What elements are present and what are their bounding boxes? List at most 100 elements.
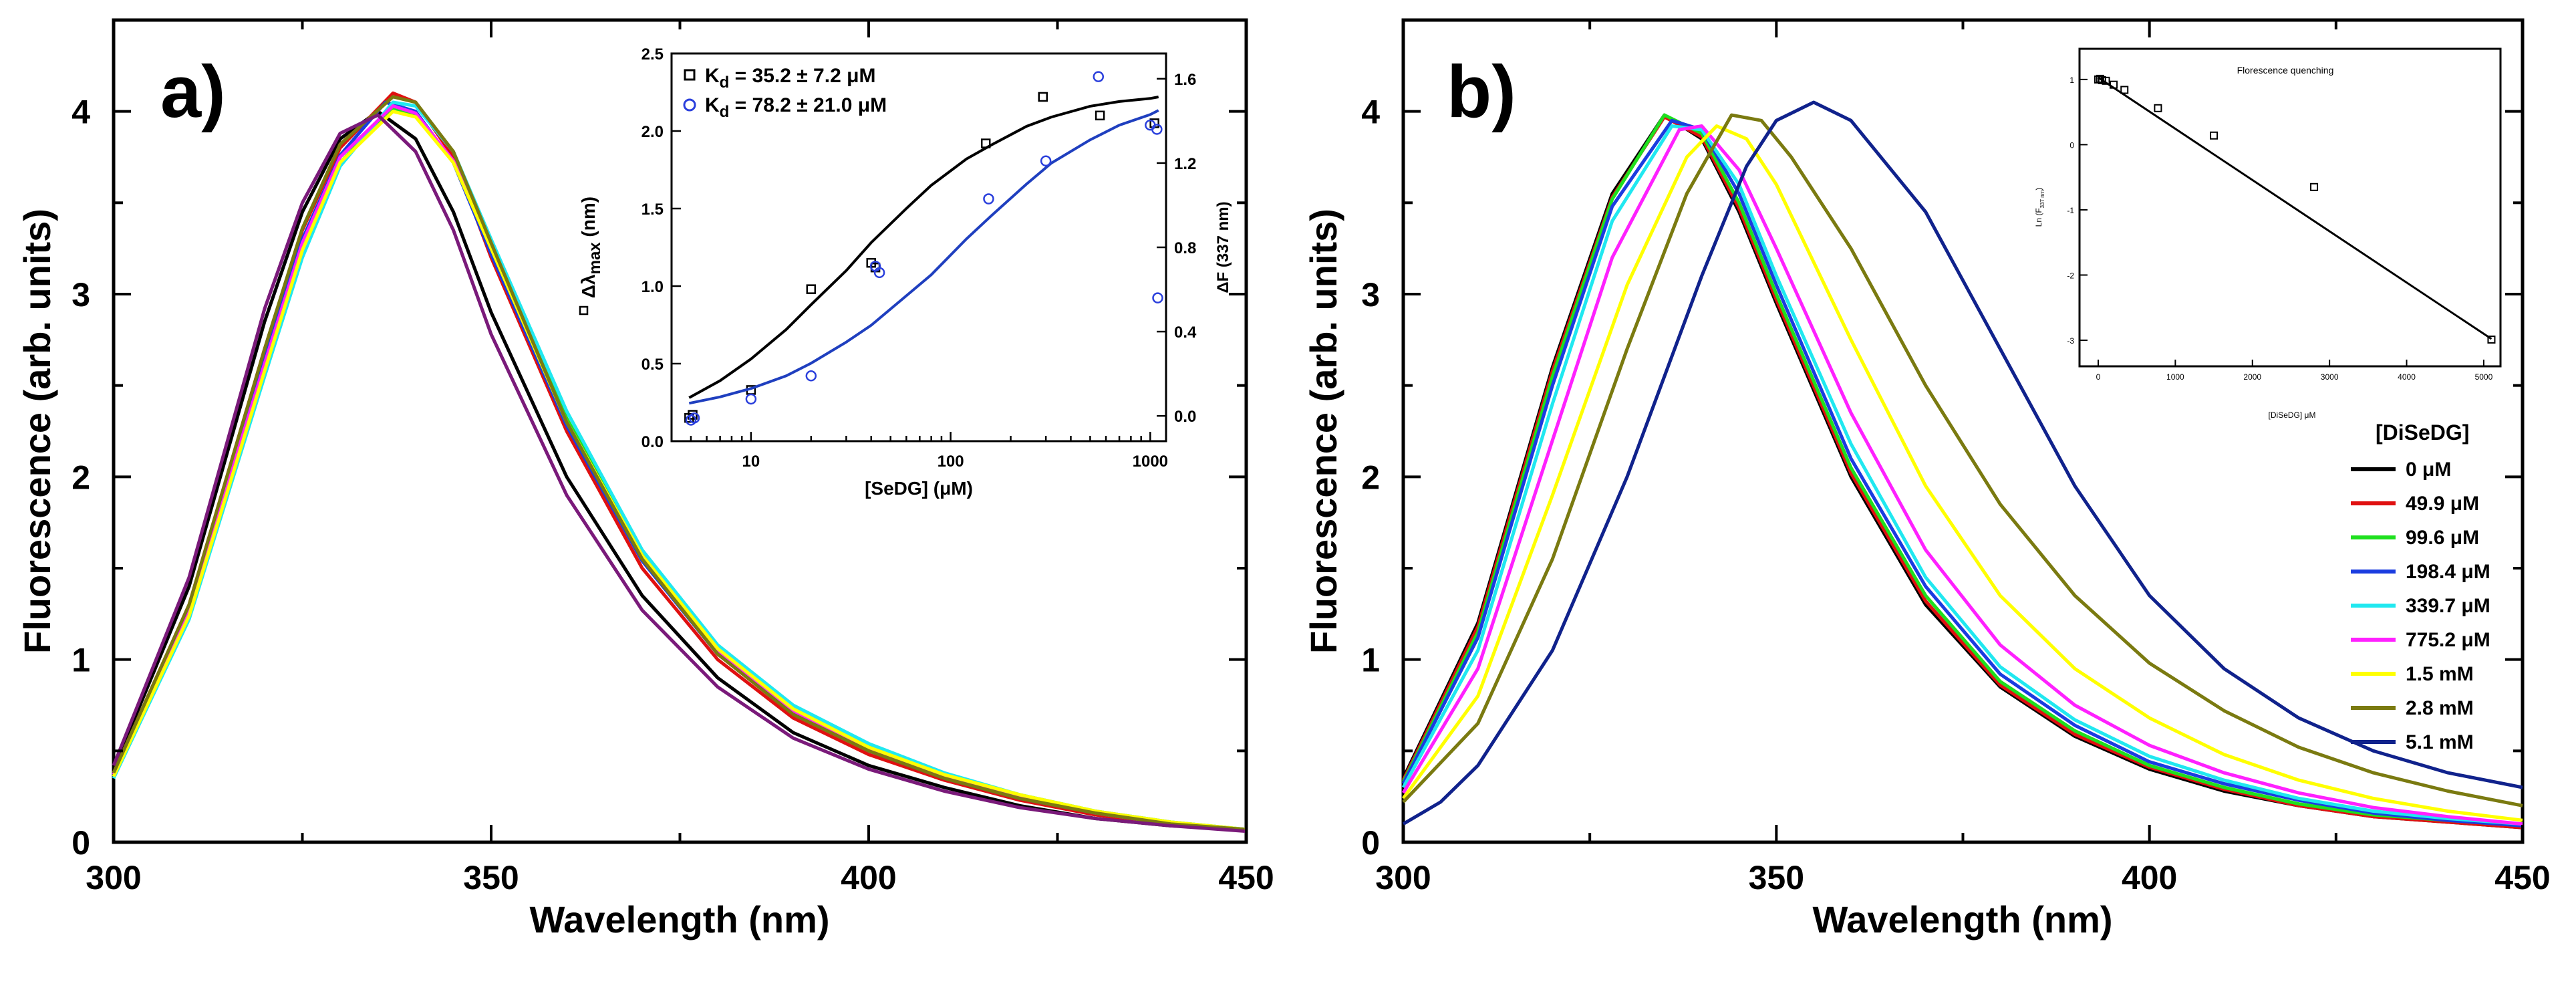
inset-a-y-left-tick-label: 0.0 xyxy=(641,433,664,451)
inset-b-point xyxy=(2096,74,2104,83)
inset-a-legend: Kd = 35.2 ± 7.2 μM Kd = 78.2 ± 21.0 μM xyxy=(683,65,887,121)
inset-a-point-circle xyxy=(1093,71,1105,82)
inset-b-y-label: Ln (F337 nm) xyxy=(2034,188,2045,227)
panel-a-curves xyxy=(112,91,1247,834)
inset-b-title: Florescence quenching xyxy=(2237,65,2334,76)
panel-b-label: b) xyxy=(1447,51,1516,133)
inset-a-y-left-label: Δλmax (nm) xyxy=(578,197,604,298)
panel-a-series-9 xyxy=(112,113,1247,834)
inset-b-fit-line xyxy=(2098,76,2492,340)
legend-entry-2-text: = 78.2 ± 21.0 μM xyxy=(729,94,887,116)
legend-label-1: 0 μM xyxy=(2406,459,2451,481)
inset-a-point-circle xyxy=(873,267,885,279)
panel-b-series-3 xyxy=(1401,113,2523,828)
panel-a-y-tick-label: 4 xyxy=(71,94,90,131)
legend-marker-square xyxy=(684,69,696,81)
inset-b-y-tick-label: -2 xyxy=(2067,271,2074,280)
inset-b-y-tick-label: 1 xyxy=(2069,76,2074,85)
panel-b-y-tick-label: 2 xyxy=(1361,459,1380,496)
panel-b-series-6 xyxy=(1401,124,2523,826)
panel-a-x-tick-label: 450 xyxy=(1218,859,1274,896)
legend-entry-1-sub: d xyxy=(720,74,730,92)
legend-label-5: 339.7 μM xyxy=(2406,595,2490,617)
panel-b-x-tick-label: 450 xyxy=(2494,859,2550,896)
inset-a-y-left-tick-label: 1.0 xyxy=(641,278,664,296)
legend-label-8: 2.8 mM xyxy=(2406,697,2474,719)
inset-a-y-left-tick-label: 0.5 xyxy=(641,356,664,374)
inset-a-point-square xyxy=(980,138,991,148)
panel-b: 300 350 400 450 0 1 2 3 4 b) Wavelength (nm) Fl… xyxy=(1302,18,2551,940)
panel-a-label: a) xyxy=(160,51,226,133)
inset-a-y-left-label-sub: max xyxy=(586,242,604,275)
inset-b-y-tick-label: -1 xyxy=(2067,206,2074,215)
inset-b-x-tick-label: 0 xyxy=(2096,372,2101,382)
legend-entry-1-prefix: K xyxy=(705,65,720,87)
inset-b-frame xyxy=(2078,47,2502,368)
inset-a-y-left-tick-label: 1.5 xyxy=(641,201,664,219)
inset-a-plot xyxy=(684,71,1163,426)
legend-label-7: 1.5 mM xyxy=(2406,663,2474,685)
inset-b-x-tick-label: 2000 xyxy=(2243,372,2261,382)
legend-title: [DiSeDG] xyxy=(2376,420,2469,445)
inset-b-x-tick-label: 5000 xyxy=(2475,372,2493,382)
panel-a-x-label: Wavelength (nm) xyxy=(529,898,829,940)
panel-b-x-tick-label: 350 xyxy=(1749,859,1804,896)
panel-a-y-tick-label: 0 xyxy=(71,824,90,862)
inset-a-y-left-label-unit: (nm) xyxy=(578,197,599,242)
inset-b-point xyxy=(2102,76,2110,85)
panel-b-x-ticks: 300 350 400 450 xyxy=(1375,20,2551,896)
panel-a-y-tick-label: 3 xyxy=(71,276,90,313)
panel-a-series-1 xyxy=(112,110,1247,832)
panel-a-x-tick-label: 300 xyxy=(86,859,141,896)
inset-b-point xyxy=(2487,336,2496,344)
panel-b-y-ticks: 0 1 2 3 4 xyxy=(1361,19,2523,862)
inset-a-y-left-ticks: 0.0 0.5 1.0 1.5 2.0 2.5 xyxy=(641,45,681,451)
legend-label-4: 198.4 μM xyxy=(2406,561,2490,583)
inset-b-y-label-main: Ln (F xyxy=(2034,208,2043,227)
inset-b-point xyxy=(2210,131,2219,140)
panel-a-y-tick-label: 1 xyxy=(71,642,90,679)
legend-label-3: 99.6 μM xyxy=(2406,527,2479,549)
inset-a-point-circle xyxy=(983,193,994,205)
inset-b-point xyxy=(2110,80,2118,89)
inset-a-x-label: [SeDG] (μM) xyxy=(865,478,973,499)
inset-a-y-right-tick-label: 0.4 xyxy=(1174,324,1197,342)
legend-items: 0 μM 49.9 μM 99.6 μM 198.4 μM 339.7 μM 775.2 … xyxy=(2351,459,2490,753)
inset-a-y-left-label-main: Δλ xyxy=(578,274,599,298)
panel-a-y-tick-label: 2 xyxy=(71,459,90,496)
legend-entry-2: Kd = 78.2 ± 21.0 μM xyxy=(705,94,887,121)
panel-b-inset: 0 1000 2000 3000 4000 5000 1 0 -1 -2 -3 Florescen… xyxy=(2034,47,2502,420)
panel-b-y-tick-label: 0 xyxy=(1361,824,1380,862)
panel-a-y-ticks: 0 1 2 3 4 xyxy=(71,19,1246,862)
inset-b-x-label: [DiSeDG] μM xyxy=(2269,410,2316,420)
panel-a-y-label: Fluorescence (arb. units) xyxy=(16,209,58,654)
inset-a-frame xyxy=(670,52,1167,443)
inset-a-x-tick-label: 1000 xyxy=(1133,453,1168,471)
panel-b-series-8 xyxy=(1402,113,2523,807)
inset-b-y-tick-label: 0 xyxy=(2069,140,2074,150)
legend-entry-1: Kd = 35.2 ± 7.2 μM xyxy=(705,65,875,92)
inset-a-point-circle xyxy=(688,412,700,424)
inset-a-y-left-tick-label: 2.5 xyxy=(641,45,664,64)
inset-b-y-label-end: ) xyxy=(2034,188,2043,191)
panel-a: 300 350 400 450 0 1 2 3 4 a) Wavelength (nm) Fl… xyxy=(16,18,1274,940)
panel-a-inset: 10 100 1000 0.0 0.5 1.0 1.5 2.0 2.5 0.0 0.4 0.8 1.… xyxy=(578,45,1232,499)
inset-b-y-ticks: 1 0 -1 -2 -3 xyxy=(2067,76,2088,346)
panel-b-x-tick-label: 400 xyxy=(2122,859,2177,896)
legend-entry-1-text: = 35.2 ± 7.2 μM xyxy=(729,65,875,87)
legend-entry-2-prefix: K xyxy=(705,94,720,116)
inset-a-point-circle xyxy=(745,393,757,405)
inset-b-plot xyxy=(2094,74,2496,344)
panel-b-legend: [DiSeDG] 0 μM 49.9 μM 99.6 μM 198.4 μM 339.7… xyxy=(2351,420,2490,753)
inset-a-y-right-ticks: 0.0 0.4 0.8 1.2 1.6 xyxy=(1157,71,1197,426)
inset-a-point-circle xyxy=(1152,292,1163,303)
inset-b-y-tick-label: -3 xyxy=(2067,336,2074,346)
inset-a-point-square xyxy=(806,284,817,294)
panel-b-y-label: Fluorescence (arb. units) xyxy=(1302,209,1344,654)
inset-a-point-circle xyxy=(1040,155,1052,167)
inset-a-stray-square xyxy=(579,305,589,316)
panel-a-x-tick-label: 400 xyxy=(841,859,896,896)
inset-a-x-tick-label: 10 xyxy=(742,453,760,471)
panel-b-curves xyxy=(1401,100,2523,830)
